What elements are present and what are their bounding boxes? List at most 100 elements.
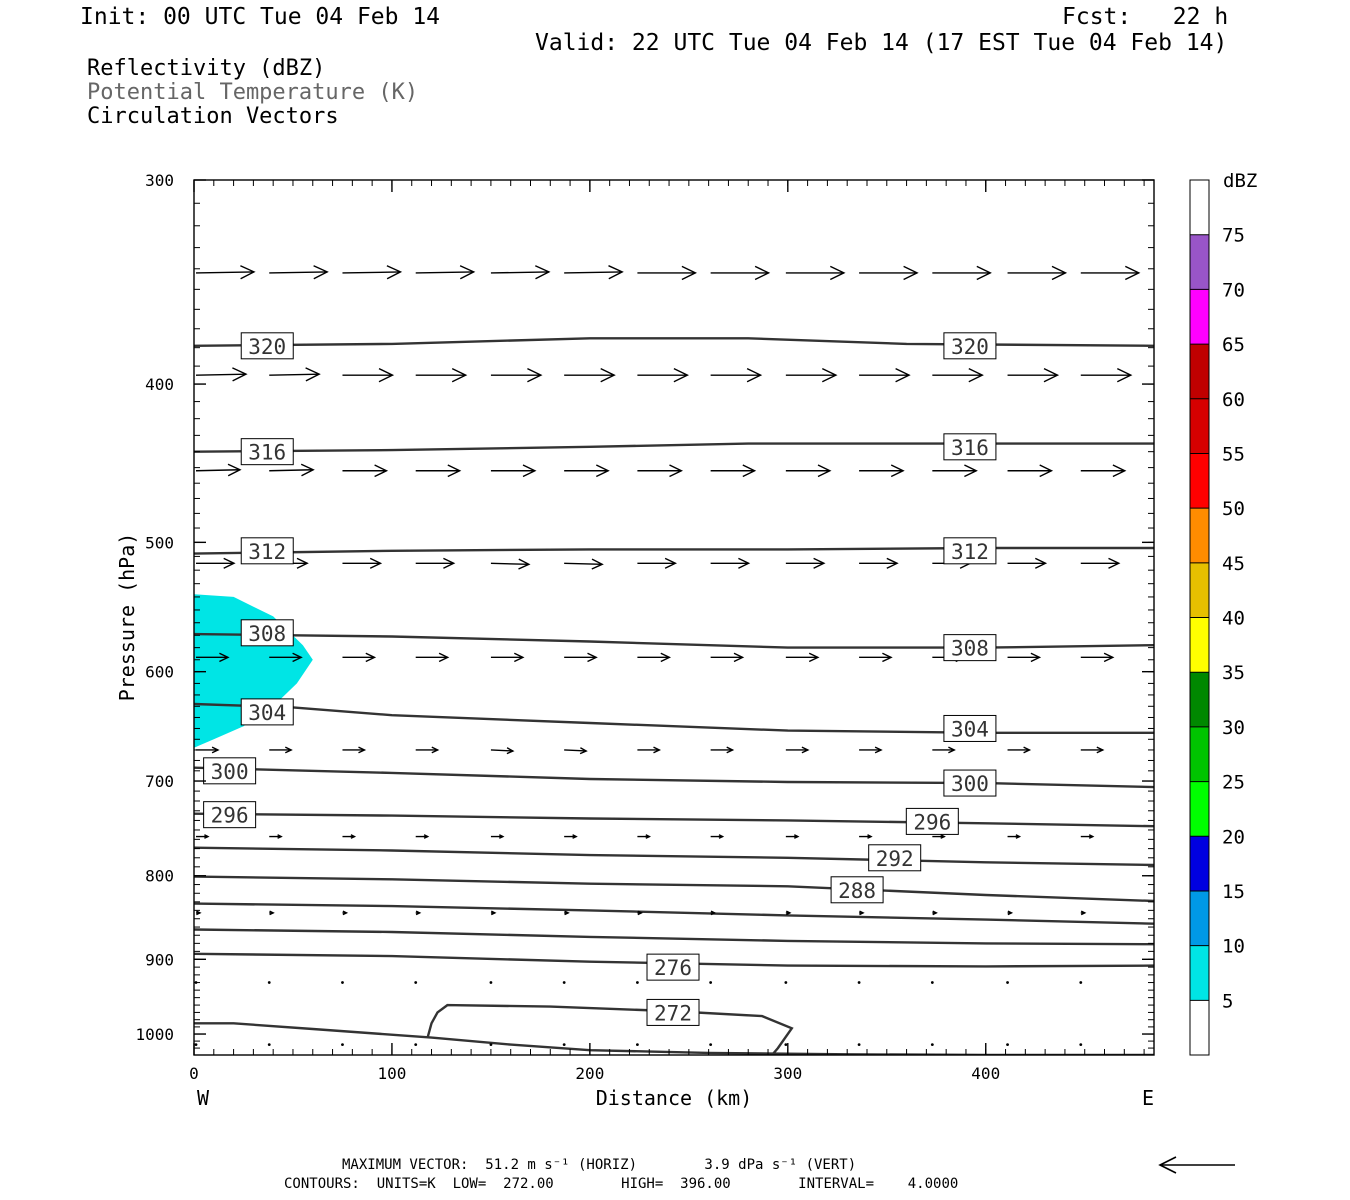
vector-head [1015,834,1022,839]
circulation-vector-r5-c7 [710,746,735,754]
vector-head [681,265,698,281]
vector-head [1030,652,1042,663]
circulation-vector-r9-c7 [709,1043,713,1046]
vector-dot [1006,1043,1009,1046]
contour-label-text: 312 [951,540,989,564]
vector-head [754,265,771,281]
vector-head [964,464,978,478]
vector-head [451,367,468,383]
vector-shaft [269,469,314,472]
colorbar-segment-10 [1190,453,1209,509]
circulation-vector-r3-c12 [1080,557,1121,569]
circulation-vector-r0-c4 [490,265,551,280]
circulation-vector-r0-c6 [637,265,698,281]
vector-dot [1079,981,1083,984]
circulation-vector-r6-c6 [637,834,652,839]
vector-dot [709,1043,713,1046]
circulation-vector-r9-c6 [636,1043,639,1046]
circulation-vector-r9-c2 [341,1043,344,1046]
contour-label-box [646,998,700,1026]
contour-label-272-0: 272 [646,998,700,1026]
colorbar-tick-label: 55 [1222,443,1245,465]
circulation-vector-r7-c6 [637,910,644,916]
circulation-vector-r2-c11 [1007,464,1054,478]
y-tick-label: 600 [145,663,174,682]
circulation-vector-r1-c11 [1007,367,1060,383]
x-tick-label: 100 [377,1064,406,1083]
contour-label-308-1: 308 [943,634,997,662]
circulation-vector-r9-c10 [930,1043,934,1046]
reference-vector [1158,1156,1235,1174]
circulation-vector-r9-c0 [194,1043,198,1046]
circulation-vector-r7-c3 [415,910,422,916]
circulation-vector-r4-c11 [1007,652,1042,663]
vector-head [358,746,367,754]
circulation-vector-r7-c1 [269,910,275,916]
circulation-vector-r1-c10 [932,367,984,383]
circulation-vector-r6-c10 [932,834,946,839]
circulation-vector-r3-c4 [490,558,531,570]
circulation-vector-r6-c11 [1007,834,1022,839]
vector-dot [784,1043,788,1046]
vector-head [219,652,230,663]
vector-shaft [195,373,247,376]
colorbar-tick-label: 15 [1222,881,1245,903]
vector-dot [930,1043,934,1046]
colorbar: 5 10 15 20 25 30 35 40 45 50 55 60 65 70 75 [1189,179,1245,1056]
circulation-vector-r5-c9 [859,746,883,754]
contour-label-text: 296 [211,804,249,828]
vector-shaft [564,749,587,752]
contour-label-312-0: 312 [240,537,294,565]
vector-shaft [564,271,623,274]
vector-head [940,834,946,839]
contour-label-box [905,807,959,835]
contour-label-box [943,634,997,662]
vector-head [374,464,389,478]
contour-label-300-0: 300 [203,757,257,785]
vector-head [369,557,383,569]
circulation-vector-r6-c1 [269,834,283,839]
contour-label-box [203,801,257,829]
colorbar-segment-11 [1190,398,1209,454]
y-tick-label: 400 [145,375,174,394]
circulation-vector-r3-c9 [859,557,899,569]
circulation-vector-r2-c6 [637,464,684,478]
circulation-vector-r5-c10 [932,746,956,754]
circulation-vector-r5-c5 [564,747,588,755]
circulation-vector-r7-c11 [1007,910,1014,916]
circulation-vector-r4-c7 [710,652,745,663]
circulation-vector-r5-c1 [269,746,293,754]
contour-label-288-0: 288 [830,876,884,904]
vector-head [587,652,598,663]
theta-contour-312-2 [194,546,1154,555]
circulation-vector-r9-c1 [267,1043,271,1046]
circulation-vector-r4-c8 [785,652,820,663]
contour-label-text: 300 [951,772,989,796]
circulation-vector-r4-c5 [564,652,598,663]
circulation-vector-r0-c5 [564,265,624,280]
circulation-vector-r5-c11 [1007,746,1032,754]
vector-dot [636,981,639,984]
circulation-vector-r3-c5 [564,558,604,570]
contour-label-304-1: 304 [943,714,997,742]
theta-contour-272-13 [194,1022,1154,1055]
circulation-vector-r1-c2 [342,367,395,383]
vector-layer [194,265,1141,1046]
contour-label-text: 304 [951,717,989,741]
circulation-vector-r0-c8 [785,265,846,281]
vector-head [710,910,717,916]
colorbar-tick-label: 25 [1222,772,1245,794]
colorbar-segment-8 [1190,562,1209,618]
contour-label-320-0: 320 [240,332,294,360]
circulation-vector-r6-c4 [490,834,505,839]
contour-label-316-0: 316 [240,438,294,466]
circulation-vector-r1-c3 [415,367,468,383]
plot-frame [193,179,1155,1056]
vector-head [579,747,588,755]
circulation-vector-r1-c8 [785,367,838,383]
colorbar-tick-label: 5 [1222,990,1233,1012]
vector-head [976,265,992,281]
vector-head [801,746,810,754]
theta-contour-316-1 [194,442,1154,453]
circulation-vector-r4-c0 [196,652,230,663]
